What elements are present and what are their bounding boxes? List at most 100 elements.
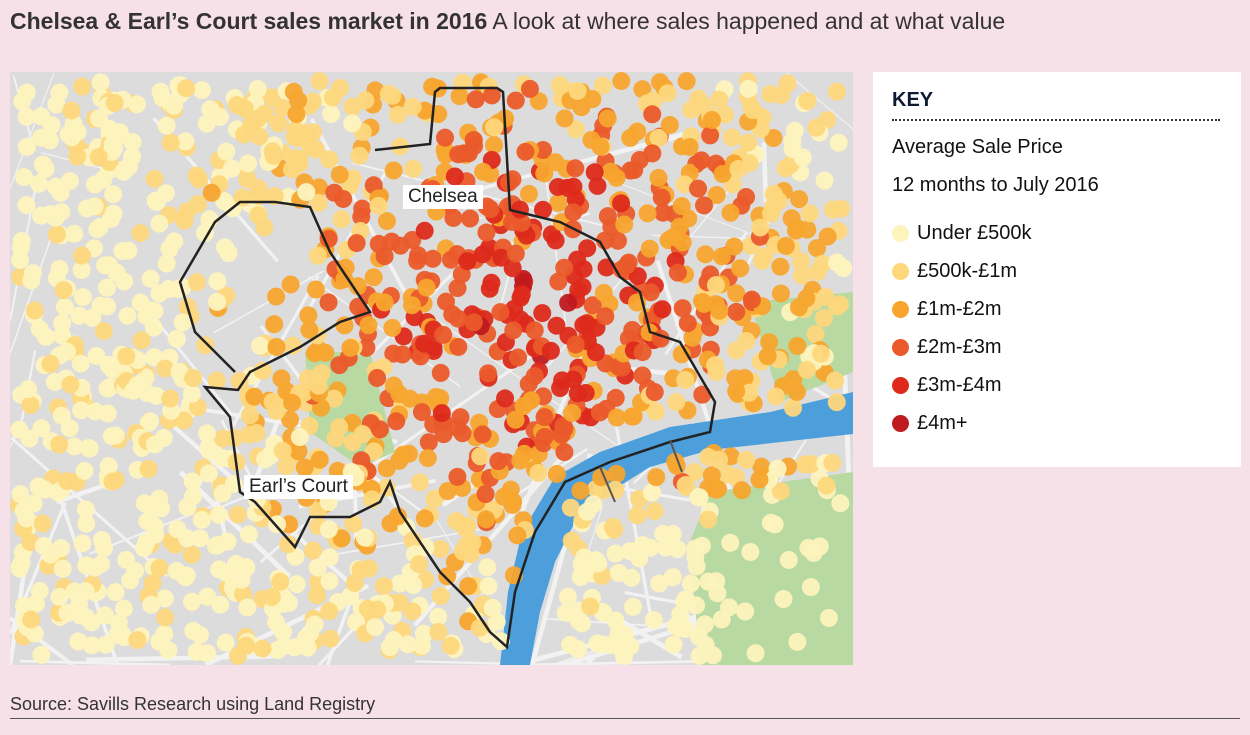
sale-dot: [646, 402, 665, 421]
sale-dot: [459, 577, 478, 596]
sale-dot: [58, 603, 77, 622]
sale-dot: [758, 347, 777, 366]
sale-dot: [366, 618, 385, 637]
sale-dot: [283, 336, 302, 355]
sale-dot: [693, 293, 712, 312]
sale-dot: [359, 559, 378, 578]
sale-dot: [672, 197, 691, 216]
sale-dot: [114, 162, 133, 181]
sale-dot: [771, 284, 790, 303]
sale-dot: [702, 110, 721, 129]
sale-dot: [593, 76, 612, 95]
sale-dot: [82, 636, 101, 655]
street: [325, 528, 481, 557]
sale-dot: [742, 290, 761, 309]
sale-dot: [253, 639, 272, 658]
sale-dot: [431, 539, 450, 558]
sale-dot: [309, 376, 328, 395]
sale-dot: [69, 632, 88, 651]
sale-dot: [85, 558, 104, 577]
sale-dot: [332, 210, 351, 229]
sale-dot: [34, 536, 53, 555]
sale-dot: [529, 464, 548, 483]
sale-dot: [330, 165, 349, 184]
sale-dot: [678, 314, 697, 333]
sale-dot: [554, 416, 573, 435]
sale-dot: [235, 125, 254, 144]
sale-dot: [827, 82, 846, 101]
sale-dot: [623, 597, 642, 616]
sale-dot: [199, 464, 218, 483]
sale-dot: [652, 188, 671, 207]
sale-dot: [727, 302, 746, 321]
sale-dot: [593, 481, 612, 500]
sale-dot: [25, 301, 44, 320]
sale-dot: [609, 563, 628, 582]
sale-dot: [461, 209, 480, 228]
sale-dot: [569, 640, 588, 659]
key-item: £4m+: [892, 412, 968, 435]
sale-dot: [265, 315, 284, 334]
sale-dot: [364, 442, 383, 461]
sale-dot: [583, 296, 602, 315]
key-item: £500k-£1m: [892, 260, 1017, 283]
sale-dot: [239, 154, 258, 173]
key-item-label: £4m+: [917, 412, 968, 434]
sale-dot: [762, 204, 781, 223]
key-period: 12 months to July 2016: [892, 174, 1099, 196]
sale-dot: [325, 183, 344, 202]
sale-dot: [831, 494, 850, 513]
sale-dot: [36, 159, 55, 178]
sale-dot: [818, 227, 837, 246]
sale-dot: [546, 231, 565, 250]
sale-dot: [479, 364, 498, 383]
sale-dot: [566, 159, 585, 178]
sale-dot: [240, 425, 259, 444]
source-note: Source: Savills Research using Land Regi…: [10, 694, 376, 714]
key-subtitle: Average Sale Price: [892, 136, 1063, 158]
sale-dot: [353, 425, 372, 444]
sale-dot: [17, 196, 36, 215]
sale-dot: [248, 109, 267, 128]
sale-dot: [287, 575, 306, 594]
sale-dot: [200, 441, 219, 460]
sale-dot: [60, 172, 79, 191]
sale-dot: [478, 558, 497, 577]
sale-dot: [826, 371, 845, 390]
sale-dot: [436, 145, 455, 164]
sale-dot: [802, 455, 821, 474]
sale-dot: [228, 505, 247, 524]
sale-dot: [721, 203, 740, 222]
sale-dot: [436, 128, 455, 147]
sale-dot: [138, 512, 157, 531]
sale-dot: [230, 372, 249, 391]
sale-dot: [766, 387, 785, 406]
sale-dot: [33, 514, 52, 533]
sale-dot: [409, 555, 428, 574]
sale-dot: [504, 321, 523, 340]
sale-dot: [660, 115, 679, 134]
sale-dot: [97, 278, 116, 297]
sale-dot: [615, 215, 634, 234]
sale-dot: [238, 170, 257, 189]
sale-dot: [690, 488, 709, 507]
sale-dot: [218, 532, 237, 551]
sale-dot: [370, 420, 389, 439]
sale-dot: [145, 169, 164, 188]
sale-dot: [718, 465, 737, 484]
sale-dot: [535, 427, 554, 446]
sale-dot: [737, 332, 756, 351]
sale-dot: [589, 554, 608, 573]
sale-dot: [187, 166, 206, 185]
sale-dot: [198, 587, 217, 606]
sale-dot: [695, 196, 714, 215]
sale-dot: [309, 193, 328, 212]
sale-dot: [563, 403, 582, 422]
sale-dot: [473, 425, 492, 444]
sale-dot: [71, 354, 90, 373]
sale-dot: [566, 335, 585, 354]
sale-dot: [150, 284, 169, 303]
sale-dot: [625, 161, 644, 180]
sale-dot: [409, 246, 428, 265]
sale-dot: [485, 118, 504, 137]
